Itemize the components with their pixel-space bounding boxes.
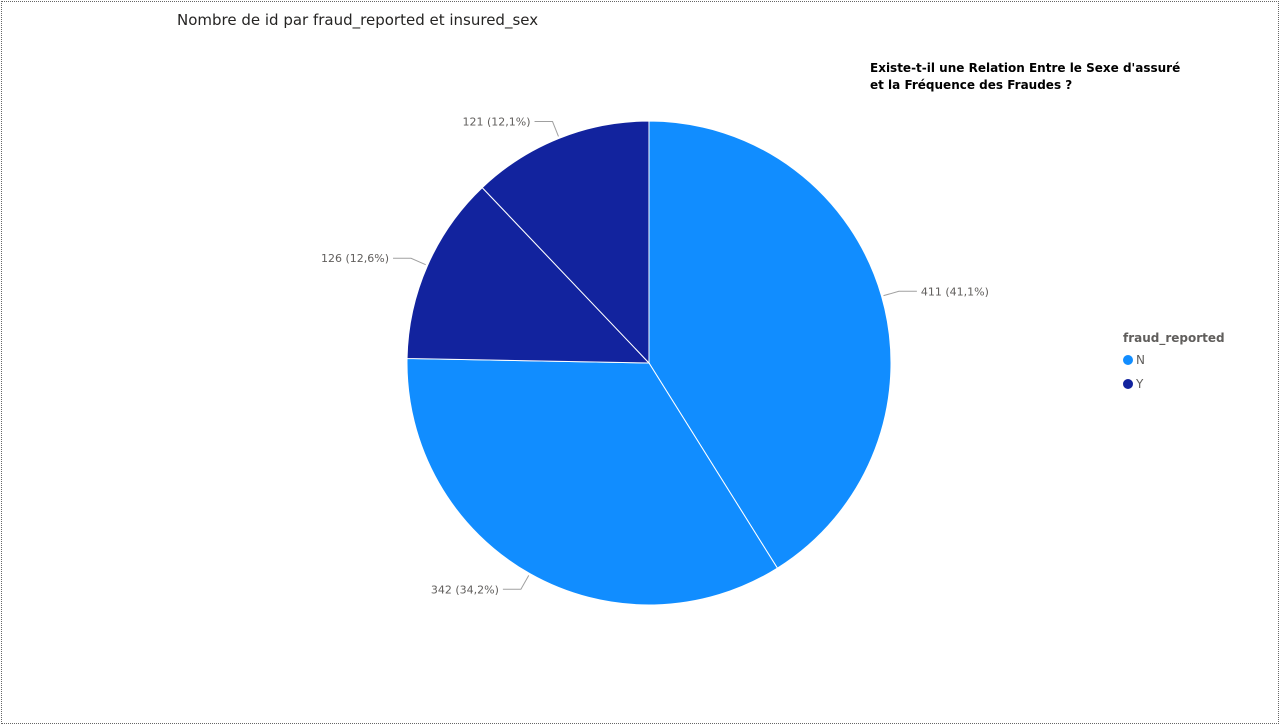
legend-item-n[interactable]: N bbox=[1123, 351, 1225, 369]
legend-dot-n bbox=[1123, 355, 1133, 365]
legend-label-n: N bbox=[1136, 353, 1145, 367]
data-label-2: 126 (12,6%) bbox=[321, 252, 389, 265]
legend-label-y: Y bbox=[1136, 377, 1144, 391]
data-label-1: 342 (34,2%) bbox=[431, 583, 499, 596]
chart-title: Nombre de id par fraud_reported et insur… bbox=[177, 11, 539, 29]
data-label-3: 121 (12,1%) bbox=[462, 116, 530, 129]
leader-line-1 bbox=[502, 575, 530, 590]
data-label-0: 411 (41,1%) bbox=[921, 285, 989, 298]
leader-line-3 bbox=[534, 121, 559, 137]
question-annotation: Existe-t-il une Relation Entre le Sexe d… bbox=[870, 60, 1200, 94]
legend-dot-y bbox=[1123, 379, 1133, 389]
pie-slice-2[interactable] bbox=[406, 186, 651, 364]
pie-slice-0[interactable] bbox=[648, 120, 892, 569]
legend-title: fraud_reported bbox=[1123, 331, 1225, 345]
leader-line-0 bbox=[883, 290, 917, 297]
legend-item-y[interactable]: Y bbox=[1123, 375, 1225, 393]
question-line-1: Existe-t-il une Relation Entre le Sexe d… bbox=[870, 61, 1181, 75]
pie-slice-3[interactable] bbox=[481, 120, 650, 365]
leader-line-2 bbox=[393, 257, 426, 266]
pie-slice-1[interactable] bbox=[406, 357, 779, 606]
legend: fraud_reported N Y bbox=[1123, 331, 1225, 393]
question-line-2: et la Fréquence des Fraudes ? bbox=[870, 78, 1073, 92]
